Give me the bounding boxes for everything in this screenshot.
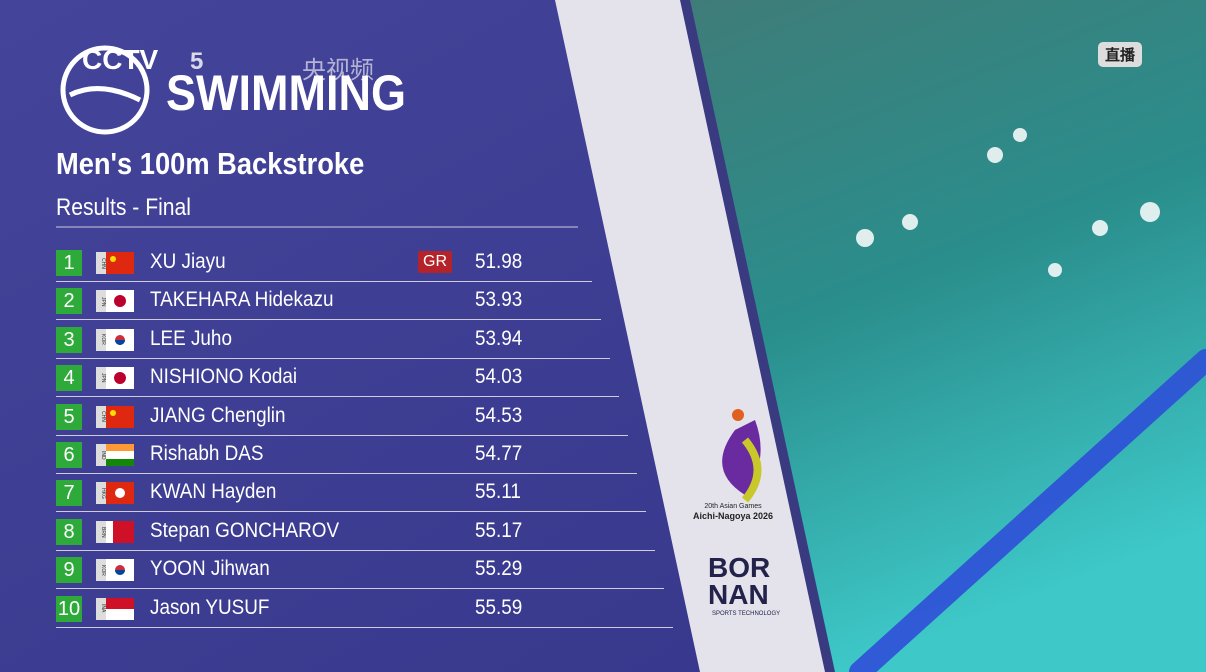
country-flag: HKG xyxy=(96,482,134,505)
rank-badge: 6 xyxy=(56,442,82,468)
sponsor-logo: BOR xyxy=(708,552,771,583)
country-flag: INA xyxy=(96,597,134,620)
result-time: 53.94 xyxy=(475,326,523,350)
games-logo-line: 20th Asian Games xyxy=(704,503,762,510)
athlete-name: Stepan GONCHAROV xyxy=(150,518,340,542)
country-flag: KOR xyxy=(96,328,134,351)
row-divider xyxy=(56,281,592,282)
row-divider xyxy=(56,626,673,628)
rank-badge: 7 xyxy=(56,480,82,507)
record-badge: GR xyxy=(418,251,452,273)
sport-title: SWIMMING xyxy=(166,65,406,121)
result-time: 55.17 xyxy=(475,518,523,542)
athlete-name: TAKEHARA Hidekazu xyxy=(150,288,334,312)
sponsor-logo: NAN xyxy=(708,579,769,610)
country-code: KOR xyxy=(96,328,106,351)
row-divider xyxy=(56,473,637,474)
row-divider xyxy=(56,511,646,513)
result-time: 55.59 xyxy=(475,595,523,619)
rank-badge: 9 xyxy=(56,557,82,584)
country-flag: CHN xyxy=(96,405,134,428)
rank-badge: 2 xyxy=(56,288,82,315)
result-time: 53.93 xyxy=(475,288,523,312)
athlete-name: LEE Juho xyxy=(150,326,232,350)
country-code: HKG xyxy=(96,482,106,505)
row-divider xyxy=(56,319,601,321)
rank-badge: 3 xyxy=(56,326,82,353)
result-time: 54.77 xyxy=(475,442,523,465)
row-divider xyxy=(56,434,628,436)
channel-number: 5 xyxy=(190,48,204,75)
country-flag: IND xyxy=(96,444,134,466)
games-logo-line: Aichi-Nagoya 2026 xyxy=(692,511,774,521)
athlete-name: KWAN Hayden xyxy=(150,480,277,504)
result-time: 55.11 xyxy=(475,480,521,504)
rank-badge: 1 xyxy=(56,250,82,276)
result-time: 51.98 xyxy=(475,250,523,273)
country-flag: JPN xyxy=(96,367,134,390)
athlete-name: XU Jiayu xyxy=(150,250,226,273)
row-divider xyxy=(56,396,619,398)
country-flag: BRN xyxy=(96,520,134,543)
country-flag: KOR xyxy=(96,559,134,582)
row-divider xyxy=(56,549,655,551)
rank-badge: 4 xyxy=(56,365,82,392)
result-time: 54.53 xyxy=(475,403,523,427)
country-code: JPN xyxy=(96,367,106,390)
rank-badge: 8 xyxy=(56,518,82,545)
channel-logo: CCTV xyxy=(82,44,159,75)
row-divider xyxy=(56,357,610,359)
athlete-name: NISHIONO Kodai xyxy=(150,365,298,389)
athlete-name: Jason YUSUF xyxy=(150,595,270,619)
country-code: KOR xyxy=(96,559,106,582)
subtitle: Results - Final xyxy=(56,194,191,221)
result-time: 54.03 xyxy=(475,365,523,389)
athlete-name: JIANG Chenglin xyxy=(150,403,286,427)
athlete-name: Rishabh DAS xyxy=(150,442,264,465)
country-code: IND xyxy=(96,444,106,466)
country-code: BRN xyxy=(96,520,106,543)
rank-badge: 5 xyxy=(56,403,82,430)
result-time: 55.29 xyxy=(475,557,523,581)
platform-logo: 央视频 xyxy=(302,57,374,84)
live-badge: 直播 xyxy=(1098,42,1143,67)
sponsor-tagline: SPORTS TECHNOLOGY xyxy=(712,611,781,617)
country-code: INA xyxy=(96,597,106,620)
country-code: CHN xyxy=(96,252,106,274)
athlete-name: YOON Jihwan xyxy=(150,557,270,581)
country-code: CHN xyxy=(96,405,106,428)
country-code: JPN xyxy=(96,290,106,313)
row-divider xyxy=(56,588,664,590)
event-title: Men's 100m Backstroke xyxy=(56,146,365,181)
country-flag: JPN xyxy=(96,290,134,313)
rank-badge: 10 xyxy=(56,595,82,622)
country-flag: CHN xyxy=(96,252,134,274)
